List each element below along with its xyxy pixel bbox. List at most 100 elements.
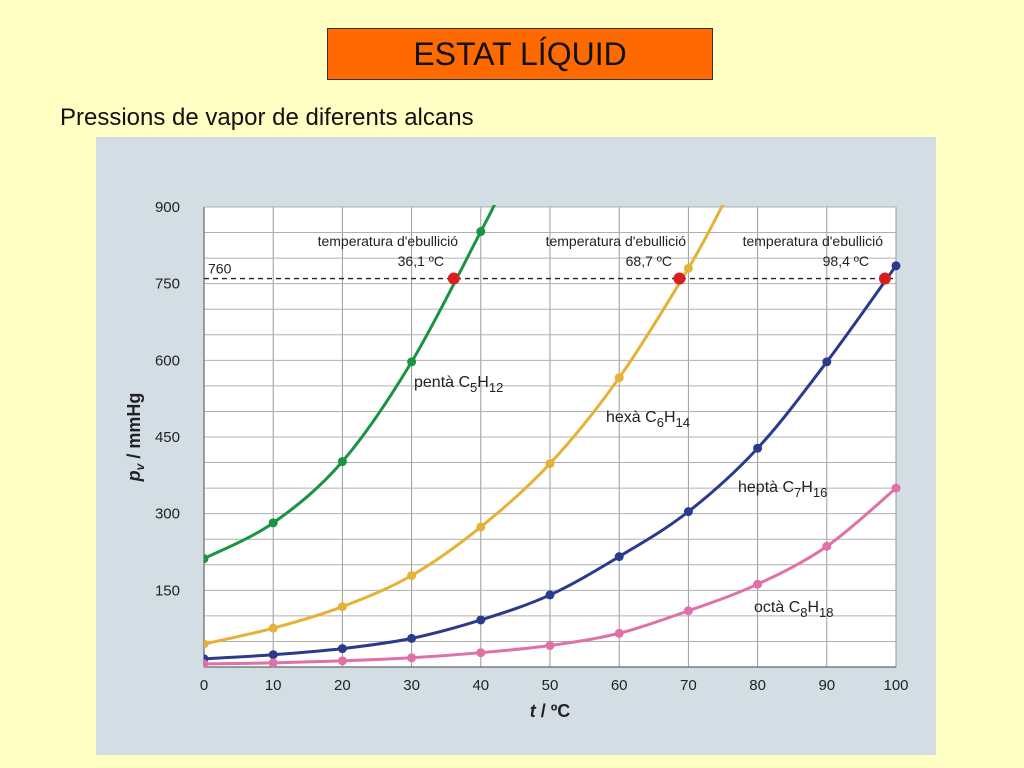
boiling-label: temperatura d'ebullició <box>546 233 687 249</box>
data-point <box>891 261 901 271</box>
x-tick-label: 70 <box>680 677 697 694</box>
data-point <box>407 653 417 663</box>
curve-label-name: hexà C <box>606 409 657 426</box>
x-tick-label: 0 <box>200 677 208 694</box>
curve-label: hexà C6H14 <box>606 409 690 430</box>
data-point <box>545 590 555 600</box>
curve-label-name: octà C <box>754 599 800 616</box>
y-tick-label: 300 <box>155 506 180 523</box>
data-point <box>614 628 624 638</box>
data-point <box>268 518 278 528</box>
reference-line-760: 760 <box>204 261 896 280</box>
data-point <box>891 483 901 493</box>
x-tick-label: 20 <box>334 677 351 694</box>
x-axis-ticks: 0 10 20 30 40 50 60 70 80 90 100 <box>200 677 909 694</box>
curve-label-h: H <box>477 374 489 391</box>
curve-label-name: heptà C <box>738 479 794 496</box>
boiling-marker <box>447 272 460 285</box>
curve-label-h: H <box>807 599 819 616</box>
data-point <box>683 263 693 273</box>
y-axis-title: pv / mmHg <box>124 393 147 483</box>
data-point <box>407 357 417 367</box>
y-axis-ticks: 150 300 450 600 750 900 <box>155 199 180 599</box>
data-point <box>407 571 417 581</box>
x-tick-label: 100 <box>883 677 908 694</box>
data-point <box>268 658 278 668</box>
y-axis-title-sub: v <box>133 462 147 470</box>
data-point <box>753 443 763 453</box>
boiling-marker <box>673 272 686 285</box>
boiling-value: 68,7 ºC <box>626 253 672 269</box>
y-tick-label: 150 <box>155 582 180 599</box>
boiling-label: temperatura d'ebullició <box>318 233 459 249</box>
x-tick-label: 90 <box>818 677 835 694</box>
x-tick-label: 30 <box>403 677 420 694</box>
data-point <box>683 606 693 616</box>
slide-title: ESTAT LÍQUID <box>413 35 627 72</box>
curve-label: heptà C7H16 <box>738 479 827 500</box>
curve-label-sub: 12 <box>489 380 503 395</box>
data-point <box>268 623 278 633</box>
y-tick-label: 900 <box>155 199 180 216</box>
data-point <box>545 641 555 651</box>
x-tick-label: 10 <box>265 677 282 694</box>
data-point <box>614 373 624 383</box>
boiling-value: 36,1 ºC <box>398 253 444 269</box>
curve-label-h: H <box>801 479 813 496</box>
slide-subtitle: Pressions de vapor de diferents alcans <box>60 104 474 131</box>
series-0 <box>204 205 496 564</box>
data-point <box>337 644 347 654</box>
curve-label-sub: 18 <box>819 605 833 620</box>
data-point <box>753 579 763 589</box>
curve-label-sub: 16 <box>813 485 827 500</box>
vapor-pressure-chart: 760 150 300 450 600 750 900 0 10 20 30 40 50 60 70 80… <box>96 137 936 755</box>
x-tick-label: 50 <box>542 677 559 694</box>
data-point <box>822 541 832 551</box>
data-point <box>204 554 209 564</box>
x-tick-label: 40 <box>472 677 489 694</box>
data-point <box>476 615 486 625</box>
series-2 <box>204 261 901 664</box>
y-tick-label: 600 <box>155 352 180 369</box>
curve-label: pentà C5H12 <box>414 374 503 395</box>
series-line <box>204 205 725 646</box>
slide-title-box: ESTAT LÍQUID <box>327 28 713 80</box>
data-point <box>614 552 624 562</box>
y-tick-label: 450 <box>155 429 180 446</box>
data-point <box>268 650 278 660</box>
x-tick-label: 80 <box>749 677 766 694</box>
data-point <box>683 507 693 517</box>
curve-label-sub: 7 <box>794 485 801 500</box>
x-axis-title: t / ºC <box>530 701 571 721</box>
x-tick-label: 60 <box>611 677 628 694</box>
boiling-value: 98,4 ºC <box>823 253 869 269</box>
data-point <box>476 522 486 532</box>
data-point <box>337 457 347 467</box>
boiling-label: temperatura d'ebullició <box>743 233 884 249</box>
curve-label-sub: 5 <box>470 380 477 395</box>
boiling-point-annotations: temperatura d'ebullició 36,1 ºC temperatur… <box>318 233 891 285</box>
curve-label-sub: 14 <box>676 415 690 430</box>
data-point <box>545 459 555 469</box>
y-tick-label: 750 <box>155 276 180 293</box>
data-point <box>407 633 417 643</box>
data-point <box>476 227 486 237</box>
x-axis-title-rest: / ºC <box>536 701 571 721</box>
data-point <box>204 659 209 669</box>
reference-line-label: 760 <box>208 261 232 277</box>
curve-label-sub: 6 <box>657 415 664 430</box>
curve-label: octà C8H18 <box>754 599 834 620</box>
data-point <box>204 639 209 649</box>
curve-label-sub: 8 <box>800 605 807 620</box>
series-line <box>204 264 898 661</box>
series-group <box>204 205 901 669</box>
x-axis-title-var: t <box>530 701 537 721</box>
boiling-marker <box>878 272 891 285</box>
curve-label-name: pentà C <box>414 374 470 391</box>
y-axis-title-var: p <box>124 470 144 482</box>
curve-label-h: H <box>664 409 676 426</box>
y-axis-title-rest: / mmHg <box>124 393 144 464</box>
data-point <box>822 357 832 367</box>
